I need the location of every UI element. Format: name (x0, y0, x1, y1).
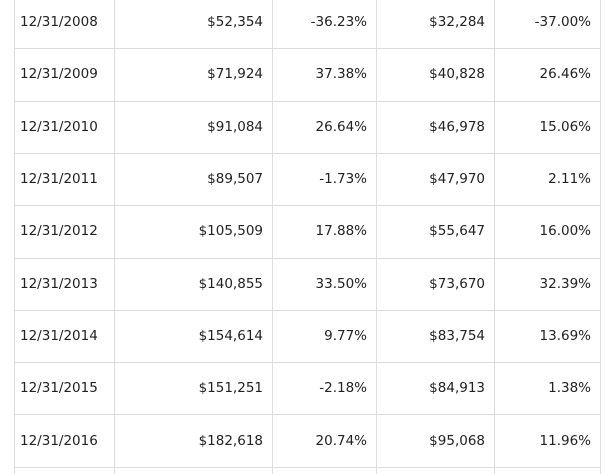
value-cell: -1.73% (319, 171, 367, 188)
value-cell: $84,913 (429, 380, 485, 397)
value-cell: $47,970 (429, 171, 485, 188)
column-border (14, 0, 15, 474)
row-border (14, 48, 600, 49)
date-cell: 12/31/2010 (20, 118, 98, 135)
column-border (272, 0, 273, 474)
column-border (376, 0, 377, 474)
value-cell: $154,614 (198, 327, 263, 344)
row-border (14, 153, 600, 154)
column-border (494, 0, 495, 474)
date-cell: 12/31/2014 (20, 327, 98, 344)
value-cell: 2.11% (548, 171, 591, 188)
value-cell: 11.96% (539, 432, 591, 449)
value-cell: $32,284 (429, 14, 485, 31)
date-cell: 12/31/2011 (20, 171, 98, 188)
value-cell: -2.18% (319, 380, 367, 397)
row-border (14, 258, 600, 259)
row-border (14, 414, 600, 415)
value-cell: 26.46% (539, 66, 591, 83)
column-border (114, 0, 115, 474)
date-cell: 12/31/2013 (20, 275, 98, 292)
value-cell: 20.74% (315, 432, 367, 449)
row-border (14, 467, 600, 468)
value-cell: 32.39% (539, 275, 591, 292)
value-cell: 33.50% (315, 275, 367, 292)
value-cell: -36.23% (310, 14, 367, 31)
row-border (14, 101, 600, 102)
date-cell: 12/31/2012 (20, 223, 98, 240)
date-cell: 12/31/2008 (20, 14, 98, 31)
value-cell: 26.64% (315, 118, 367, 135)
value-cell: $71,924 (207, 66, 263, 83)
date-cell: 12/31/2015 (20, 380, 98, 397)
value-cell: 1.38% (548, 380, 591, 397)
value-cell: $105,509 (198, 223, 263, 240)
date-cell: 12/31/2009 (20, 66, 98, 83)
value-cell: $89,507 (207, 171, 263, 188)
value-cell: $52,354 (207, 14, 263, 31)
value-cell: 37.38% (315, 66, 367, 83)
value-cell: $140,855 (198, 275, 263, 292)
row-border (14, 205, 600, 206)
row-border (14, 310, 600, 311)
value-cell: $55,647 (429, 223, 485, 240)
value-cell: 15.06% (539, 118, 591, 135)
value-cell: -37.00% (534, 14, 591, 31)
value-cell: $83,754 (429, 327, 485, 344)
value-cell: 16.00% (539, 223, 591, 240)
value-cell: 17.88% (315, 223, 367, 240)
column-border (600, 0, 601, 474)
date-cell: 12/31/2016 (20, 432, 98, 449)
row-border (14, 362, 600, 363)
value-cell: $151,251 (198, 380, 263, 397)
value-cell: $73,670 (429, 275, 485, 292)
value-cell: $91,084 (207, 118, 263, 135)
value-cell: $40,828 (429, 66, 485, 83)
value-cell: $46,978 (429, 118, 485, 135)
value-cell: 13.69% (539, 327, 591, 344)
value-cell: $182,618 (198, 432, 263, 449)
value-cell: 9.77% (324, 327, 367, 344)
value-cell: $95,068 (429, 432, 485, 449)
